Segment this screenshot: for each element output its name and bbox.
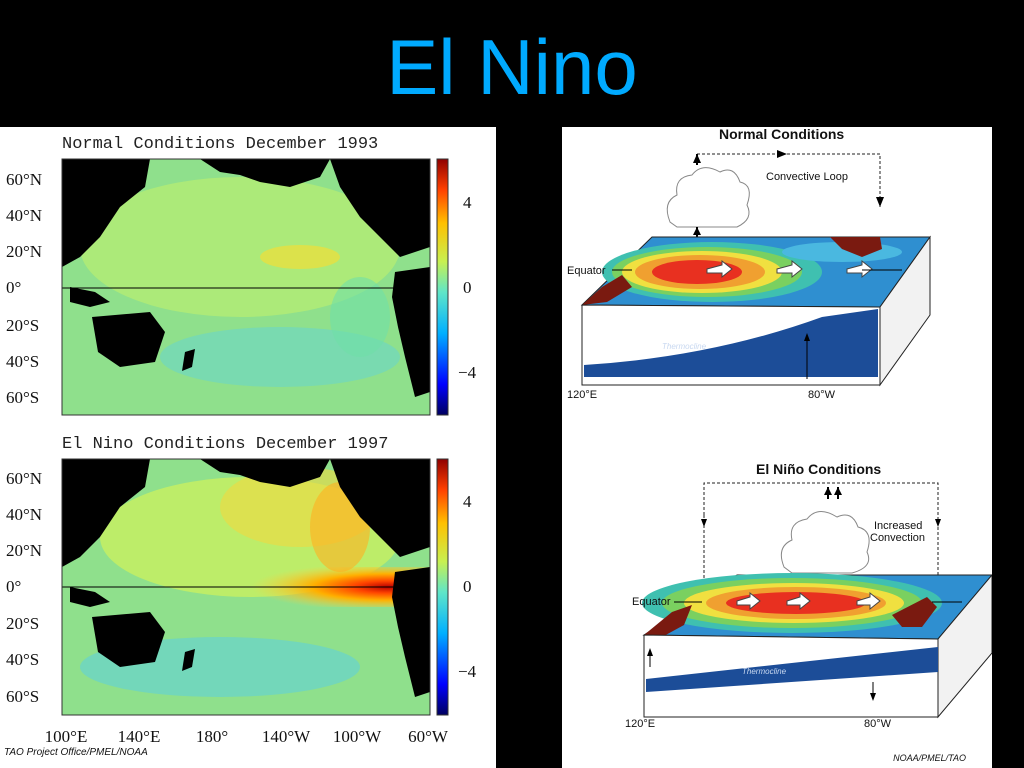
colorbar-label: 0	[463, 278, 472, 297]
lon-label: 100°E	[44, 727, 88, 746]
lon-left-label: 120°E	[567, 389, 598, 401]
sst-maps-panel: Normal Conditions December 1993	[0, 127, 496, 768]
convection-label: Convection	[870, 532, 926, 544]
colorbar-el-nino	[436, 458, 449, 716]
map-title-el-nino: El Nino Conditions December 1997	[62, 435, 389, 454]
sst-maps-graphic	[61, 158, 449, 716]
lat-label: 60°N	[6, 469, 43, 488]
diagram-panel: Normal Conditions Convective Loop Equato…	[562, 126, 992, 768]
walker-circulation-diagrams	[580, 150, 992, 719]
thermocline-label: Thermocline	[742, 667, 787, 676]
colorbar-label: 4	[463, 193, 472, 212]
lon-label: 60°W	[408, 727, 448, 746]
el-nino-conditions-diagram	[642, 482, 992, 719]
el-nino-conditions-title: El Niño Conditions	[756, 461, 882, 477]
lat-label: 20°S	[6, 316, 40, 335]
arrow-icon	[876, 197, 884, 207]
credit-text: NOAA/PMEL/TAO	[893, 753, 966, 763]
map-title-normal: Normal Conditions December 1993	[62, 135, 379, 154]
cloud-icon	[666, 167, 750, 228]
convective-loop-label: Convective Loop	[766, 171, 848, 183]
arrow-icon	[777, 150, 787, 158]
map-normal	[61, 158, 449, 416]
lat-label: 60°S	[6, 388, 40, 407]
lat-label: 0°	[6, 278, 22, 297]
lon-left-label: 120°E	[625, 718, 656, 730]
lat-label: 60°N	[6, 170, 43, 189]
colorbar-label: 0	[463, 577, 472, 596]
lat-label: 40°S	[6, 650, 40, 669]
increased-label: Increased	[874, 520, 923, 532]
lon-right-label: 80°W	[808, 389, 836, 401]
equator-label: Equator	[567, 265, 606, 277]
lat-label: 20°N	[6, 242, 43, 261]
normal-conditions-title: Normal Conditions	[719, 126, 845, 142]
lat-label: 40°N	[6, 505, 43, 524]
thermocline-label: Thermocline	[662, 342, 707, 351]
cloud-icon	[780, 511, 870, 574]
map-el-nino	[61, 458, 449, 716]
lat-label: 40°N	[6, 206, 43, 225]
credit-text: TAO Project Office/PMEL/NOAA	[4, 747, 148, 758]
equator-label: Equator	[632, 596, 671, 608]
arrow-icon	[693, 154, 701, 163]
lon-label: 180°	[195, 727, 229, 746]
lat-label: 20°N	[6, 541, 43, 560]
lon-label: 140°W	[261, 727, 311, 746]
colorbar-label: −4	[458, 662, 477, 681]
lat-label: 20°S	[6, 614, 40, 633]
lat-label: 60°S	[6, 687, 40, 706]
normal-conditions-diagram	[580, 150, 931, 387]
colorbar-label: −4	[458, 363, 477, 382]
lon-label: 140°E	[117, 727, 161, 746]
colorbar-label: 4	[463, 492, 472, 511]
lon-right-label: 80°W	[864, 718, 892, 730]
lon-label: 100°W	[332, 727, 382, 746]
colorbar-normal	[436, 158, 449, 416]
slide-title: El Nino	[386, 23, 638, 111]
lat-label: 40°S	[6, 352, 40, 371]
lat-label: 0°	[6, 577, 22, 596]
